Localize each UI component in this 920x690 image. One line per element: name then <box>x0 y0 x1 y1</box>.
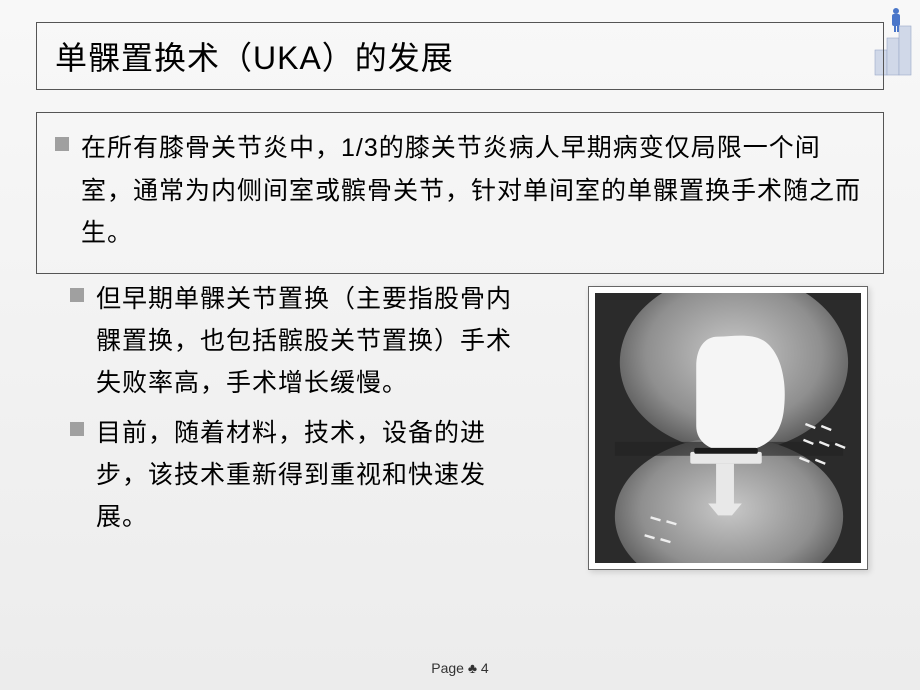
title-box: 单髁置换术（UKA）的发展 <box>36 22 884 90</box>
intro-box: 在所有膝骨关节炎中，1/3的膝关节炎病人早期病变仅局限一个间室，通常为内侧间室或… <box>36 112 884 274</box>
page-number: Page ♣ 4 <box>431 660 488 676</box>
list-item: 但早期单髁关节置换（主要指股骨内髁置换，也包括髌股关节置换）手术失败率高，手术增… <box>70 278 520 404</box>
point-1-text: 但早期单髁关节置换（主要指股骨内髁置换，也包括髌股关节置换）手术失败率高，手术增… <box>96 278 520 404</box>
bullet-square-icon <box>55 137 69 151</box>
list-item: 目前，随着材料，技术，设备的进步，该技术重新得到重视和快速发展。 <box>70 412 520 538</box>
point-2-text: 目前，随着材料，技术，设备的进步，该技术重新得到重视和快速发展。 <box>96 412 520 538</box>
bullet-square-icon <box>70 422 84 436</box>
bullet-square-icon <box>70 288 84 302</box>
intro-text: 在所有膝骨关节炎中，1/3的膝关节炎病人早期病变仅局限一个间室，通常为内侧间室或… <box>81 127 865 255</box>
xray-image-frame <box>588 286 868 570</box>
xray-image <box>595 293 861 563</box>
slide-title: 单髁置换术（UKA）的发展 <box>55 33 454 79</box>
